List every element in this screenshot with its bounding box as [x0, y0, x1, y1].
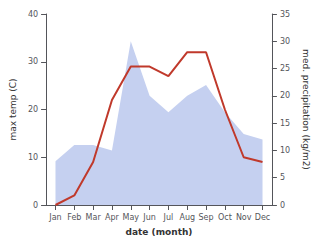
svg-text:Jul: Jul [163, 213, 174, 222]
svg-text:Dec: Dec [255, 213, 270, 222]
svg-text:Jun: Jun [142, 213, 156, 222]
svg-text:10: 10 [280, 146, 290, 155]
svg-text:35: 35 [280, 10, 290, 19]
svg-text:Feb: Feb [67, 213, 81, 222]
svg-text:May: May [122, 213, 139, 222]
svg-text:30: 30 [280, 37, 290, 46]
svg-text:Sep: Sep [199, 213, 214, 222]
svg-text:max temp (C): max temp (C) [8, 78, 18, 140]
svg-text:0: 0 [280, 201, 285, 210]
svg-text:0: 0 [33, 201, 38, 210]
svg-text:Jan: Jan [48, 213, 61, 222]
svg-text:15: 15 [280, 119, 290, 128]
svg-text:25: 25 [280, 64, 290, 73]
svg-text:30: 30 [28, 57, 38, 66]
svg-text:Mar: Mar [86, 213, 102, 222]
svg-text:10: 10 [28, 153, 38, 162]
svg-text:Oct: Oct [218, 213, 232, 222]
svg-text:Nov: Nov [236, 213, 252, 222]
svg-text:Apr: Apr [105, 213, 120, 222]
svg-text:40: 40 [28, 10, 38, 19]
svg-text:5: 5 [280, 173, 285, 182]
svg-text:20: 20 [28, 105, 38, 114]
svg-text:20: 20 [280, 91, 290, 100]
svg-text:med. precipitation (kg/m2): med. precipitation (kg/m2) [301, 49, 311, 170]
svg-text:Aug: Aug [179, 213, 195, 222]
svg-text:date (month): date (month) [126, 227, 193, 237]
